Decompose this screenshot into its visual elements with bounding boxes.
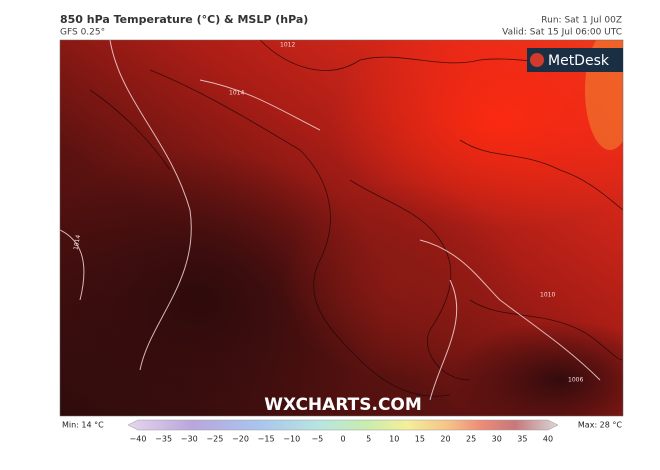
model: GFS 0.25° — [60, 28, 105, 38]
colorbar-tick-label: −30 — [181, 435, 198, 444]
colorbar-tick-label: 0 — [340, 435, 345, 444]
isobar-label: 1012 — [280, 42, 295, 49]
valid-time: Valid: Sat 15 Jul 06:00 UTC — [502, 28, 622, 38]
colorbar — [127, 419, 559, 431]
logo: MetDesk — [548, 53, 610, 69]
colorbar-tick-label: −40 — [130, 435, 147, 444]
isobar-label: 1006 — [568, 377, 583, 384]
min-label: Min: 14 °C — [62, 421, 104, 430]
colorbar-tick-label: 20 — [440, 435, 450, 444]
colorbar-tick-label: 30 — [492, 435, 502, 444]
isobar-label: 1010 — [540, 292, 555, 299]
colorbar-tick-label: −35 — [155, 435, 172, 444]
colorbar-tick-label: 10 — [389, 435, 399, 444]
colorbar-tick-label: 15 — [415, 435, 425, 444]
watermark: WXCHARTS.COM — [264, 395, 422, 415]
logo-icon — [530, 53, 544, 67]
colorbar-tick-label: −5 — [311, 435, 323, 444]
isobar-label: 1014 — [73, 234, 83, 250]
colorbar-tick-label: −15 — [258, 435, 275, 444]
map — [60, 40, 623, 416]
isobar-label: 1014 — [229, 90, 244, 97]
colorbar-tick-label: 40 — [543, 435, 553, 444]
colorbar-ticks: −40 −35 −30 −25 −20 −15 −10 −5 0 5 10 15 20 25 30 35 40 — [130, 435, 554, 444]
run-time: Run: Sat 1 Jul 00Z — [541, 16, 622, 26]
colorbar-tick-label: 25 — [466, 435, 476, 444]
title: 850 hPa Temperature (°C) & MSLP (hPa) — [60, 13, 308, 26]
map-frame — [59, 39, 624, 417]
max-label: Max: 28 °C — [578, 421, 623, 430]
colorbar-tick-label: −25 — [206, 435, 223, 444]
colorbar-tick-label: 5 — [366, 435, 371, 444]
colorbar-tick-label: 35 — [517, 435, 527, 444]
colorbar-tick-label: −10 — [283, 435, 300, 444]
colorbar-tick-label: −20 — [232, 435, 249, 444]
